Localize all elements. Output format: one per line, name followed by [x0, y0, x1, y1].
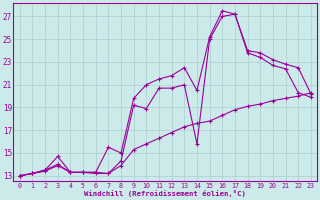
X-axis label: Windchill (Refroidissement éolien,°C): Windchill (Refroidissement éolien,°C) — [84, 190, 246, 197]
